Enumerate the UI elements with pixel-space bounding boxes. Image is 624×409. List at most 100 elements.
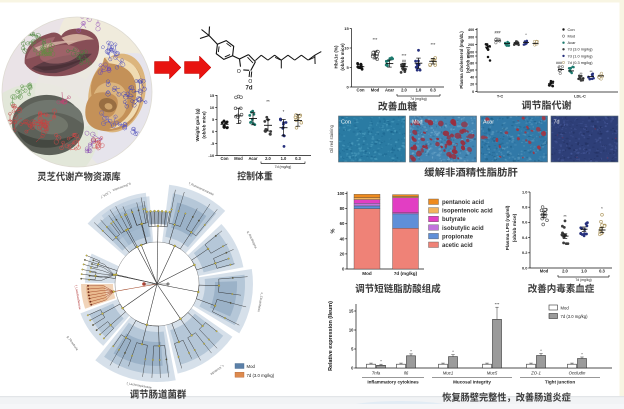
svg-text:15: 15 xyxy=(210,93,215,98)
svg-text:Acar: Acar xyxy=(385,88,395,93)
svg-text:o_Clostridiales: o_Clostridiales xyxy=(257,292,264,313)
svg-text:###: ### xyxy=(495,31,501,35)
svg-text:-10: -10 xyxy=(208,153,215,158)
svg-text:g_Bacteroides: g_Bacteroides xyxy=(112,182,132,192)
svg-text:Mod: Mod xyxy=(234,156,243,161)
svg-text:Plasma LPS (ng/ml): Plasma LPS (ng/ml) xyxy=(505,205,511,250)
svg-text:0: 0 xyxy=(212,129,215,134)
svg-text:Mod: Mod xyxy=(540,269,549,274)
svg-text:LDL-C: LDL-C xyxy=(574,94,586,99)
svg-text:5: 5 xyxy=(351,346,354,351)
svg-text:0: 0 xyxy=(472,90,474,94)
svg-text:##: ## xyxy=(402,59,406,63)
svg-text:Occludin: Occludin xyxy=(569,371,586,376)
svg-text:2.0: 2.0 xyxy=(562,269,568,274)
svg-text:*: * xyxy=(452,349,454,354)
svg-text:400: 400 xyxy=(468,28,474,32)
svg-text:1.0: 1.0 xyxy=(581,269,587,274)
svg-text:Con: Con xyxy=(568,27,575,32)
svg-text:0.6: 0.6 xyxy=(522,220,528,225)
svg-text:**: ** xyxy=(266,99,270,104)
svg-text:100: 100 xyxy=(468,50,474,54)
svg-text:1.0: 1.0 xyxy=(522,189,527,194)
svg-text:80: 80 xyxy=(340,206,345,211)
svg-text:7d (mg/kg): 7d (mg/kg) xyxy=(410,97,427,101)
svg-text:Mod: Mod xyxy=(568,34,576,39)
svg-text:Weight gain (g): Weight gain (g) xyxy=(195,108,200,142)
svg-text:40: 40 xyxy=(470,75,474,79)
svg-text:butyrate: butyrate xyxy=(442,217,466,223)
svg-text:acetic acid: acetic acid xyxy=(442,243,473,249)
svg-text:0.3: 0.3 xyxy=(295,156,301,161)
svg-text:*: * xyxy=(581,351,583,356)
svg-text:(ob/ob mice): (ob/ob mice) xyxy=(340,43,345,71)
svg-text:(ob/ob mice): (ob/ob mice) xyxy=(512,213,518,242)
svg-text:1.0: 1.0 xyxy=(416,88,422,93)
svg-text:Con: Con xyxy=(341,120,351,126)
svg-text:Mucosal integrity: Mucosal integrity xyxy=(453,380,491,385)
svg-text:Acar: Acar xyxy=(248,156,258,161)
svg-text:O: O xyxy=(237,69,241,75)
svg-text:pentanoic acid: pentanoic acid xyxy=(442,200,484,206)
svg-text:Con: Con xyxy=(357,88,365,93)
svg-text:0: 0 xyxy=(351,365,354,370)
svg-text:7d (mg/kg): 7d (mg/kg) xyxy=(394,271,418,276)
svg-text:HbA1c (%): HbA1c (%) xyxy=(334,45,339,68)
svg-text:0.0: 0.0 xyxy=(522,265,527,270)
svg-text:15: 15 xyxy=(349,308,354,313)
svg-text:15: 15 xyxy=(344,26,349,31)
svg-text:7d (0.3 mg/kg): 7d (0.3 mg/kg) xyxy=(568,60,594,65)
svg-text:7d: 7d xyxy=(245,86,252,92)
svg-text:80: 80 xyxy=(470,61,474,65)
svg-text:7d (3.0 mg/kg): 7d (3.0 mg/kg) xyxy=(568,47,594,52)
svg-text:40: 40 xyxy=(340,236,345,241)
svg-text:Relative expression (Ileum): Relative expression (Ileum) xyxy=(328,301,334,371)
svg-text:10: 10 xyxy=(344,45,349,50)
svg-text:f_Lactobacillaceae: f_Lactobacillaceae xyxy=(74,284,82,310)
svg-text:5: 5 xyxy=(212,117,215,122)
svg-text:ZO-1: ZO-1 xyxy=(530,371,541,376)
svg-text:Mod: Mod xyxy=(412,120,423,126)
svg-text:Acar: Acar xyxy=(483,120,494,126)
svg-text:(ob/ob mice): (ob/ob mice) xyxy=(466,46,471,73)
svg-text:100: 100 xyxy=(337,191,345,196)
svg-text:5: 5 xyxy=(346,65,349,70)
svg-text:f_Lachnospiraceae: f_Lachnospiraceae xyxy=(126,381,152,389)
svg-text:isobutylic acid: isobutylic acid xyxy=(442,226,484,232)
svg-text:Mod: Mod xyxy=(362,271,372,276)
svg-text:Con: Con xyxy=(221,156,229,161)
svg-text:*: * xyxy=(525,32,527,37)
svg-text:###: ### xyxy=(556,61,562,65)
svg-text:***: *** xyxy=(431,42,436,47)
svg-text:***: *** xyxy=(402,53,407,58)
svg-text:(ob/ob mice): (ob/ob mice) xyxy=(202,111,207,139)
svg-text:7d (3.0 mg/kg): 7d (3.0 mg/kg) xyxy=(247,373,275,378)
svg-text:Inflammatory cytokines: Inflammatory cytokines xyxy=(367,380,419,385)
svg-text:isopentenoic acid: isopentenoic acid xyxy=(442,209,493,215)
svg-text:20: 20 xyxy=(340,251,345,256)
svg-text:7d: 7d xyxy=(554,120,560,126)
svg-text:Plasma cholesterol (mg/dL): Plasma cholesterol (mg/dL) xyxy=(459,31,464,89)
svg-text:Il6: Il6 xyxy=(404,371,409,376)
svg-text:T-C: T-C xyxy=(497,94,503,99)
svg-text:7d (3.0 mg/kg): 7d (3.0 mg/kg) xyxy=(561,314,589,319)
svg-text:-5: -5 xyxy=(211,141,215,146)
svg-text:2.0: 2.0 xyxy=(265,156,271,161)
svg-text:Muc5: Muc5 xyxy=(487,371,498,376)
svg-text:10: 10 xyxy=(349,327,354,332)
svg-text:60: 60 xyxy=(470,68,474,72)
svg-text:10: 10 xyxy=(210,105,215,110)
svg-text:60: 60 xyxy=(340,221,345,226)
svg-text:Mod: Mod xyxy=(247,364,256,369)
svg-text:0: 0 xyxy=(346,84,349,89)
svg-text:*: * xyxy=(601,206,603,211)
svg-text:0.3: 0.3 xyxy=(430,88,436,93)
svg-text:0: 0 xyxy=(342,267,345,272)
svg-text:7d (mg/kg): 7d (mg/kg) xyxy=(275,165,292,169)
svg-text:7d (1.0 mg/kg): 7d (1.0 mg/kg) xyxy=(568,53,594,58)
svg-text:Acar: Acar xyxy=(568,40,577,45)
svg-text:f_S24_7: f_S24_7 xyxy=(99,190,111,199)
svg-text:Muc1: Muc1 xyxy=(443,371,454,376)
svg-text:20: 20 xyxy=(470,82,474,86)
svg-text:1.0: 1.0 xyxy=(281,156,287,161)
